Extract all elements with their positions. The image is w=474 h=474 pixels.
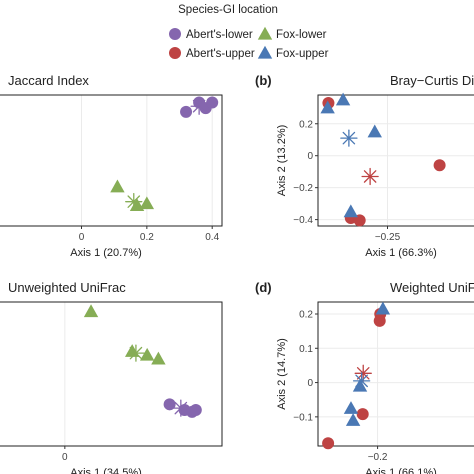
panel-title: Unweighted UniFrac [8, 280, 126, 295]
data-point [343, 401, 359, 414]
y-tick-label: 0 [307, 378, 313, 389]
x-tick-label: −0.25 [375, 232, 401, 243]
centroid-marker [127, 344, 145, 362]
legend-circle-swatch [169, 28, 181, 40]
data-point [373, 314, 386, 327]
centroid-marker [340, 129, 358, 147]
centroid-marker [190, 97, 208, 115]
data-point [180, 105, 193, 118]
data-point [189, 404, 202, 416]
y-tick-label: 0 [307, 151, 313, 162]
legend-label: Fox-lower [276, 29, 327, 41]
data-point [151, 351, 166, 365]
panels: 0 0.2 0.4 Axis 1 (20.7%) Jaccard Index −0.25 0… [0, 73, 474, 474]
x-axis-label: Axis 1 (20.7%) [70, 247, 142, 259]
data-point [367, 124, 382, 138]
legend-label: Abert's-upper [186, 48, 255, 60]
panel-title: Jaccard Index [8, 73, 89, 88]
y-axis-label: Axis 2 (14.7%) [276, 338, 288, 410]
legend: Species-GI location Abert's-lower Fox-low… [169, 4, 329, 60]
plot-frame [0, 301, 223, 447]
legend-item: Fox-upper [257, 45, 329, 60]
data-point [83, 304, 99, 318]
data-point [139, 347, 155, 361]
panel-letter: (d) [255, 280, 272, 295]
data-point [345, 413, 361, 426]
x-tick-label: 0 [79, 232, 85, 243]
legend-label: Fox-upper [276, 48, 329, 60]
x-tick-label: 0.2 [140, 232, 154, 243]
data-point [322, 437, 335, 450]
legend-title: Species-GI location [178, 4, 278, 16]
scatter-panel: −0.2 0.2 0.1 0 −0.1 Axis 1 (66.1%) Axis 2 (14.… [255, 280, 474, 474]
data-point [320, 100, 335, 114]
data-point [206, 96, 219, 109]
data-point [335, 92, 351, 106]
data-point [110, 179, 125, 193]
x-axis-label: Axis 1 (66.3%) [365, 247, 437, 259]
data-point [163, 398, 176, 411]
panel-title: Bray−Curtis Dissimilarity [390, 73, 474, 88]
data-point [343, 204, 359, 218]
legend-circle-swatch [169, 47, 181, 59]
data-point [353, 214, 366, 227]
x-tick-label: −0.2 [368, 452, 388, 463]
plot-frame [317, 94, 474, 227]
x-tick-label: 0 [62, 452, 68, 463]
panel-letter: (b) [255, 73, 272, 88]
legend-triangle-swatch [257, 26, 273, 40]
data-point [375, 301, 391, 315]
y-axis-label: Axis 2 (13.2%) [276, 125, 288, 197]
legend-item: Fox-lower [257, 26, 327, 41]
legend-item: Abert's-lower [169, 28, 253, 41]
y-tick-label: 0.2 [299, 310, 313, 321]
centroid-marker [352, 372, 371, 390]
panel-title: Weighted UniFrac [390, 280, 474, 295]
y-tick-label: −0.4 [293, 215, 313, 226]
data-point [356, 408, 369, 421]
scatter-panel: 0 0.2 0.4 Axis 1 (20.7%) Jaccard Index [0, 73, 223, 259]
centroid-marker [172, 399, 190, 417]
data-point [139, 196, 155, 210]
data-point [352, 378, 368, 392]
y-tick-label: 0.2 [299, 119, 313, 130]
x-axis-label: Axis 1 (66.1%) [365, 467, 437, 474]
y-tick-label: 0.1 [299, 344, 313, 355]
y-tick-label: −0.2 [293, 183, 313, 194]
plot-frame [317, 301, 474, 447]
data-point [433, 159, 446, 172]
y-tick-label: −0.1 [293, 412, 313, 423]
centroid-marker [361, 167, 379, 186]
centroid-marker [125, 193, 143, 211]
x-axis-label: Axis 1 (34.5%) [70, 467, 142, 474]
legend-triangle-swatch [257, 45, 273, 59]
centroid-marker [354, 364, 372, 382]
legend-label: Abert's-lower [186, 29, 253, 41]
legend-item: Abert's-upper [169, 47, 255, 60]
plot-frame [0, 94, 223, 227]
x-tick-label: 0.4 [205, 232, 219, 243]
